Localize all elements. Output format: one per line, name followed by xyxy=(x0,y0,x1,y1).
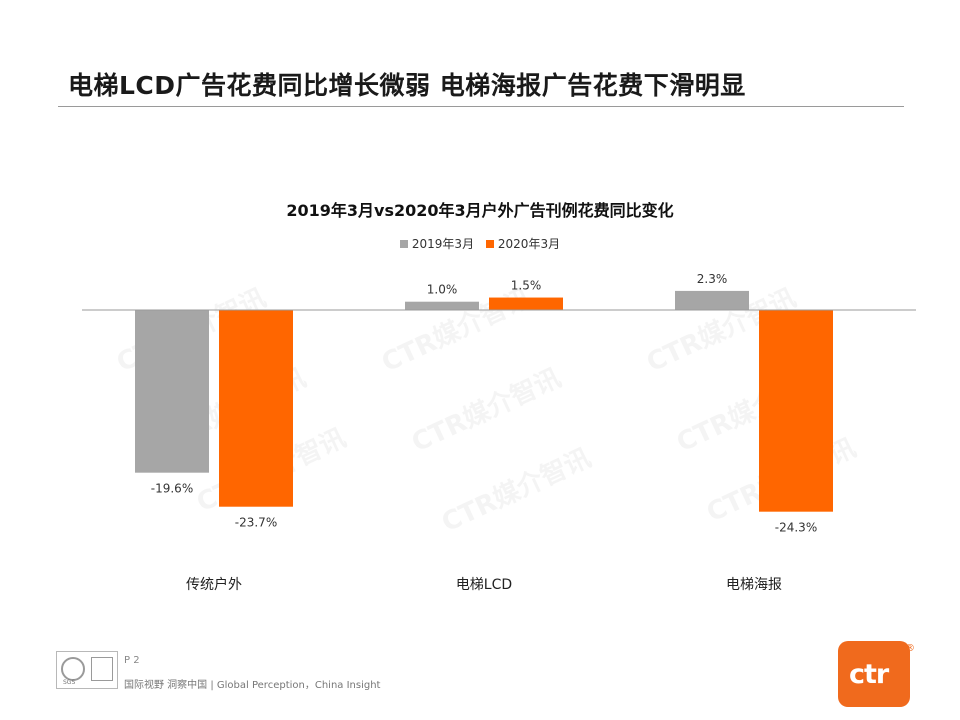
bar-2019-0 xyxy=(135,310,209,473)
title-divider xyxy=(58,106,904,107)
legend-item-2019: 2019年3月 xyxy=(399,235,475,252)
slide-title: 电梯LCD广告花费同比增长微弱 电梯海报广告花费下滑明显 xyxy=(68,71,746,100)
data-label: -23.7% xyxy=(235,516,277,530)
ctr-logo xyxy=(838,641,910,707)
certification-label: SGS xyxy=(63,679,76,686)
chart-title: 2019年3月vs2020年3月户外广告刊例花费同比变化 xyxy=(286,201,674,220)
chart-legend: 2019年3月 2020年3月 xyxy=(0,235,960,252)
data-label: 2.3% xyxy=(697,272,728,286)
bar-2019-2 xyxy=(675,290,749,310)
ctr-logo-text: ctr xyxy=(849,659,889,690)
registered-mark: ® xyxy=(905,643,915,654)
legend-swatch-2019 xyxy=(399,239,408,248)
certification-seal-icon xyxy=(61,657,85,681)
legend-label-2019: 2019年3月 xyxy=(411,237,475,251)
accreditation-mark-icon xyxy=(91,657,113,681)
page-number: P 2 xyxy=(124,655,140,666)
category-label: 传统户外 xyxy=(186,576,242,593)
legend-swatch-2020 xyxy=(485,239,494,248)
category-label: 电梯LCD xyxy=(456,577,512,593)
footer-slogan: 国际视野 洞察中国 | Global Perception，China Insi… xyxy=(124,680,381,691)
data-label: -19.6% xyxy=(151,482,193,496)
legend-item-2020: 2020年3月 xyxy=(485,235,561,252)
category-label: 电梯海报 xyxy=(726,577,782,593)
bar-2020-2 xyxy=(759,310,833,512)
bar-2019-1 xyxy=(405,301,479,310)
data-label: -24.3% xyxy=(775,521,817,535)
bar-2020-0 xyxy=(219,310,293,507)
data-label: 1.0% xyxy=(427,283,458,297)
bar-2020-1 xyxy=(489,297,563,310)
legend-label-2020: 2020年3月 xyxy=(497,237,561,251)
data-label: 1.5% xyxy=(511,279,542,293)
certification-badges: SGS xyxy=(56,651,118,689)
